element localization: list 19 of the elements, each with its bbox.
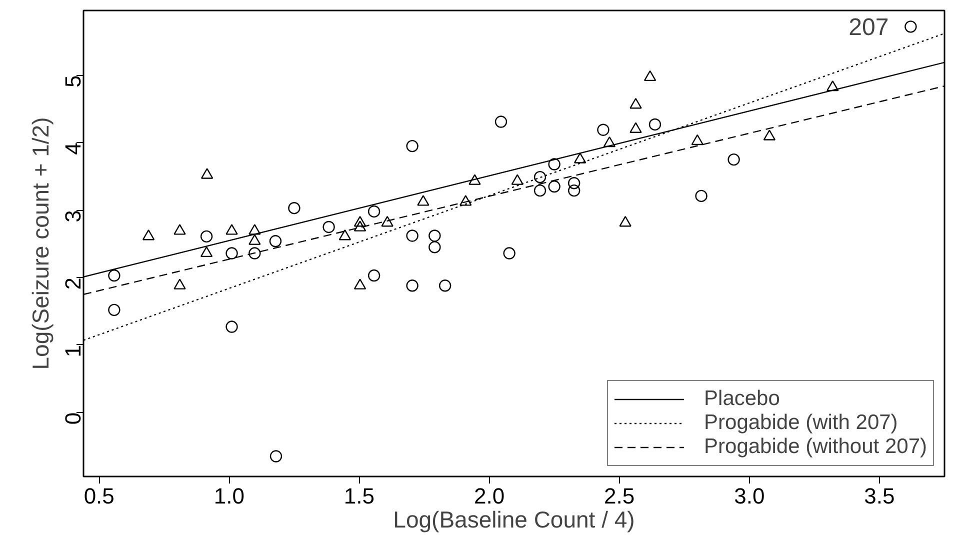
x-tick-label: 3.5 — [864, 484, 895, 508]
legend-label: Progabide (without 207) — [704, 435, 927, 459]
legend-label: Placebo — [704, 387, 780, 411]
y-tick-label: 2 — [60, 278, 86, 290]
x-tick-label: 2.5 — [604, 484, 635, 508]
x-tick-label: 1.5 — [344, 484, 375, 508]
y-tick-label: 4 — [60, 142, 86, 155]
annotation: 207 — [848, 14, 889, 42]
y-axis-title: Log(Seizure count + 1/2) — [28, 117, 54, 370]
x-tick-label: 3.0 — [734, 484, 765, 508]
x-tick-label: 0.5 — [84, 484, 114, 508]
y-tick-label: 1 — [60, 344, 86, 358]
y-tick-label: 5 — [60, 75, 86, 88]
legend-label: Progabide (with 207) — [704, 411, 898, 435]
x-axis-title: Log(Baseline Count / 4) — [393, 506, 635, 532]
y-tick-label: 3 — [60, 210, 86, 222]
x-tick-label: 2.0 — [474, 484, 505, 508]
y-tick-label: 0 — [60, 412, 86, 425]
x-tick-label: 1.0 — [214, 484, 244, 508]
